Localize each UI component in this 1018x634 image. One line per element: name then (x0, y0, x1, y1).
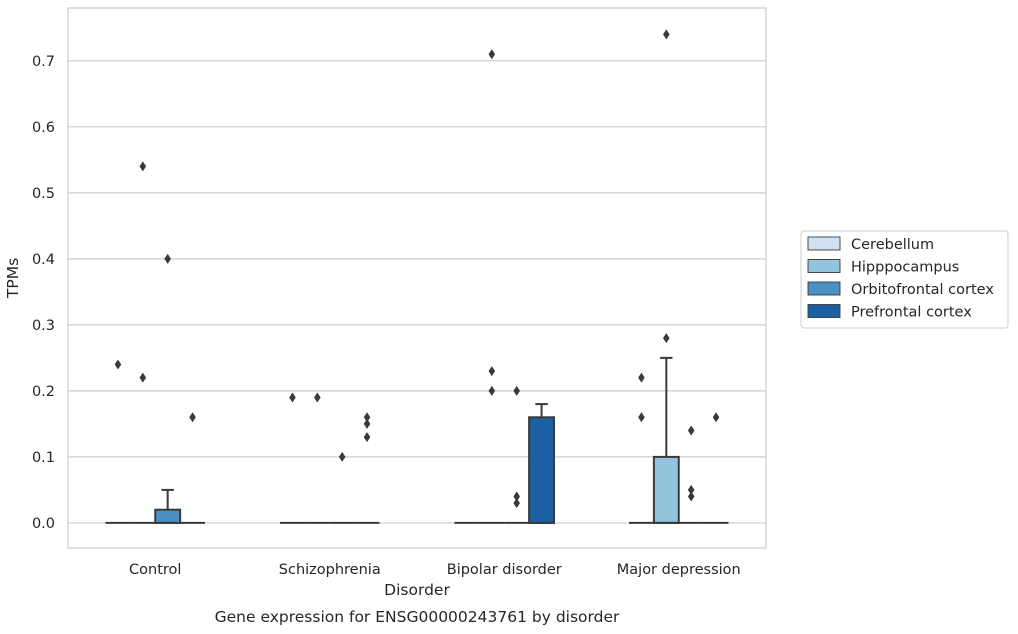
legend-frame (800, 230, 1009, 329)
box-1-1 (304, 392, 330, 524)
y-tick-label: 0.2 (32, 384, 55, 400)
legend-swatch (807, 281, 841, 296)
outlier-point (638, 372, 645, 383)
outlier-point (363, 418, 371, 429)
outlier-point (687, 484, 695, 495)
x-tick-label: Major depression (617, 562, 741, 578)
outlier-point (488, 49, 496, 60)
outlier-point (289, 392, 296, 403)
box-3-0 (180, 412, 205, 524)
y-axis-label: TPMs (4, 258, 22, 299)
box-2-2 (504, 385, 530, 524)
outlier-point (338, 451, 346, 462)
grid-lines (68, 60, 766, 524)
outlier-point (663, 29, 670, 40)
box-body (528, 416, 555, 524)
legend-entry-label: Orbitofrontal cortex (851, 282, 994, 298)
legend-entry-label: Prefrontal cortex (851, 305, 972, 321)
y-tick-label: 0.7 (32, 54, 55, 70)
box-3-3 (703, 412, 729, 524)
legend-entry-label: Cerebellum (851, 237, 934, 253)
outlier-point (638, 412, 645, 423)
box-0-1 (280, 392, 305, 524)
box-1-0 (130, 161, 156, 524)
outlier-point (687, 425, 695, 436)
chart-caption: Gene expression for ENSG00000243761 by d… (215, 608, 620, 626)
outlier-point (513, 498, 520, 509)
outlier-point (712, 412, 720, 423)
outlier-point (488, 366, 496, 377)
legend-swatch (807, 259, 841, 273)
y-tick-label: 0.6 (32, 120, 55, 136)
plot-area (105, 29, 729, 524)
box-body (154, 508, 182, 524)
box-2-0 (154, 253, 182, 524)
box-1-3 (652, 29, 680, 524)
box-0-0 (105, 359, 131, 524)
y-tick-label: 0.1 (32, 450, 55, 466)
y-tick-label: 0.4 (32, 252, 55, 268)
outlier-point (663, 333, 670, 344)
outlier-point (687, 491, 695, 502)
outlier-point (363, 432, 371, 443)
legend-entry-label: Hipppocampus (851, 260, 959, 276)
outlier-point (114, 359, 122, 370)
legend-swatch (807, 236, 841, 251)
x-tick-label: Schizophrenia (279, 562, 381, 578)
box-1-2 (479, 49, 505, 524)
outlier-point (189, 412, 196, 423)
box-0-3 (629, 372, 654, 524)
outlier-point (513, 491, 520, 502)
x-axis-ticks: Control Schizophrenia Bipolar disorder Majo… (129, 562, 741, 578)
y-tick-label: 0.5 (32, 186, 55, 202)
legend: Cerebellum Hipppocampus Orbitofrontal cort… (800, 230, 1009, 329)
outlier-point (513, 385, 520, 396)
box-body (652, 455, 680, 524)
box-2-3 (678, 425, 704, 524)
outlier-point (164, 253, 171, 264)
box-2-1 (329, 451, 355, 524)
outlier-point (314, 392, 321, 403)
outlier-point (139, 372, 147, 383)
box-3-2 (528, 403, 555, 524)
plot-frame (67, 7, 767, 549)
legend-swatch (807, 304, 841, 318)
x-tick-label: Bipolar disorder (447, 562, 562, 578)
y-tick-label: 0.0 (32, 516, 55, 532)
box-3-1 (354, 412, 380, 524)
outlier-point (139, 161, 147, 172)
outlier-point (363, 412, 371, 423)
x-axis-label: Disorder (384, 581, 450, 599)
x-tick-label: Control (129, 562, 181, 578)
y-tick-label: 0.3 (32, 318, 55, 334)
outlier-point (488, 385, 496, 396)
y-axis-ticks: 0.0 0.1 0.2 0.3 0.4 0.5 0.6 0.7 (32, 54, 55, 532)
